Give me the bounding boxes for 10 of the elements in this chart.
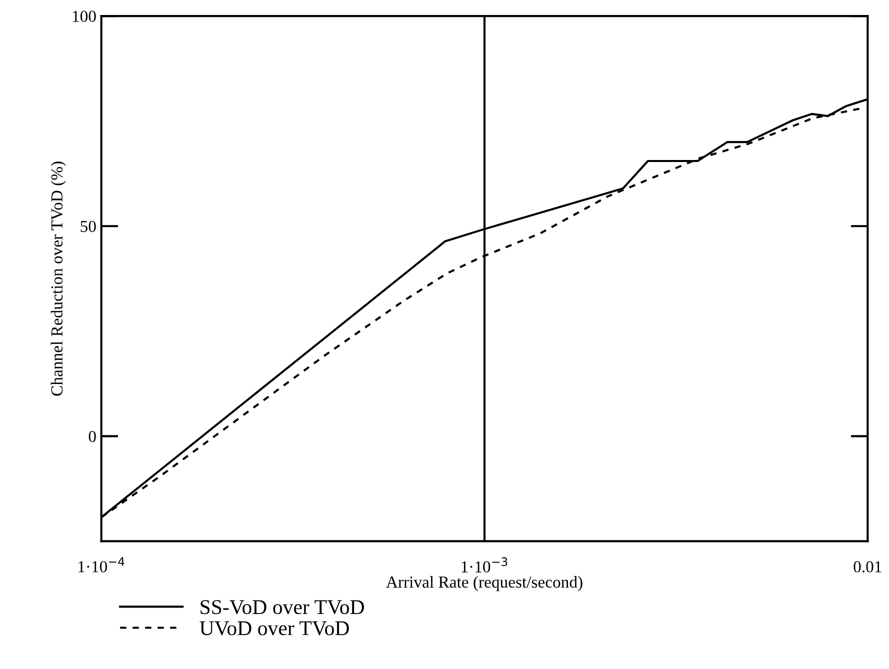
x-tick-label: 1·10$^{−4}$: [78, 557, 124, 572]
legend-label: SS-VoD over TVoD: [200, 600, 364, 614]
x-tick-label: 1·10$^{−3}$: [462, 557, 508, 572]
x-axis-title: Arrival Rate (request/second): [386, 576, 582, 592]
y-axis-title: Channel Reduction over TVoD (%): [50, 162, 66, 396]
x-tick-label: 0.01: [854, 561, 882, 572]
y-tick-label: 100: [72, 10, 96, 22]
legend-label: UVoD over TVoD: [200, 621, 349, 636]
y-tick-label: 0: [88, 430, 96, 442]
y-tick-label: 50: [80, 220, 96, 232]
